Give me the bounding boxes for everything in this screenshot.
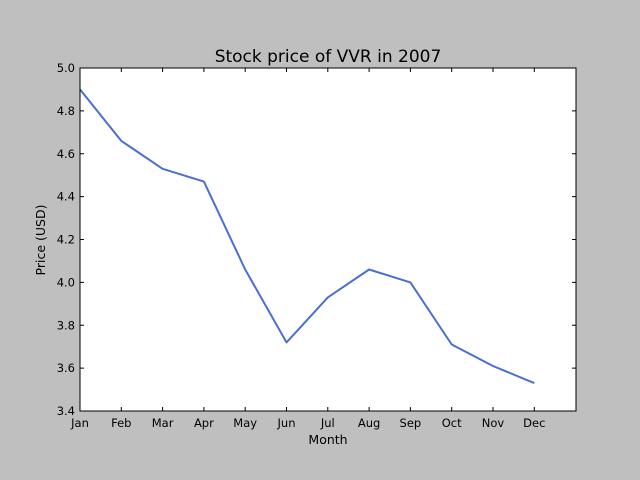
series-layer [79, 88, 535, 385]
y-tick-label: 3.6 [57, 361, 75, 375]
x-tick-label: Feb [111, 416, 131, 430]
axis-ticks: Jan Feb Mar Apr May Jun Jul Aug Sep Oct Nov Dec 3.4 3… [57, 61, 576, 430]
x-tick-label: Oct [442, 416, 462, 430]
y-tick-label: 5.0 [57, 61, 75, 75]
y-tick-label: 3.8 [57, 318, 75, 332]
plot-area [80, 68, 576, 411]
x-tick-label: Jul [320, 416, 335, 430]
x-tick-label: Jan [70, 416, 89, 430]
y-tick-label: 3.4 [57, 404, 75, 418]
x-tick-label: Sep [400, 416, 422, 430]
x-tick-label: Jun [277, 416, 296, 430]
y-tick-label: 4.6 [57, 147, 75, 161]
y-tick-label: 4.8 [57, 104, 75, 118]
x-tick-label: Apr [194, 416, 214, 430]
y-axis-label: Price (USD) [33, 205, 48, 276]
plot-frame [79, 67, 577, 412]
x-axis-label: Month [308, 432, 347, 447]
y-tick-label: 4.2 [57, 233, 75, 247]
x-tick-label: Dec [523, 416, 545, 430]
y-tick-label: 4.0 [57, 275, 75, 289]
chart-title: Stock price of VVR in 2007 [215, 47, 442, 67]
y-tick-label: 4.4 [57, 190, 75, 204]
series-line [79, 88, 535, 385]
x-tick-label: May [233, 416, 257, 430]
x-tick-label: Mar [152, 416, 174, 430]
x-tick-label: Aug [358, 416, 380, 430]
x-tick-label: Nov [482, 416, 505, 430]
